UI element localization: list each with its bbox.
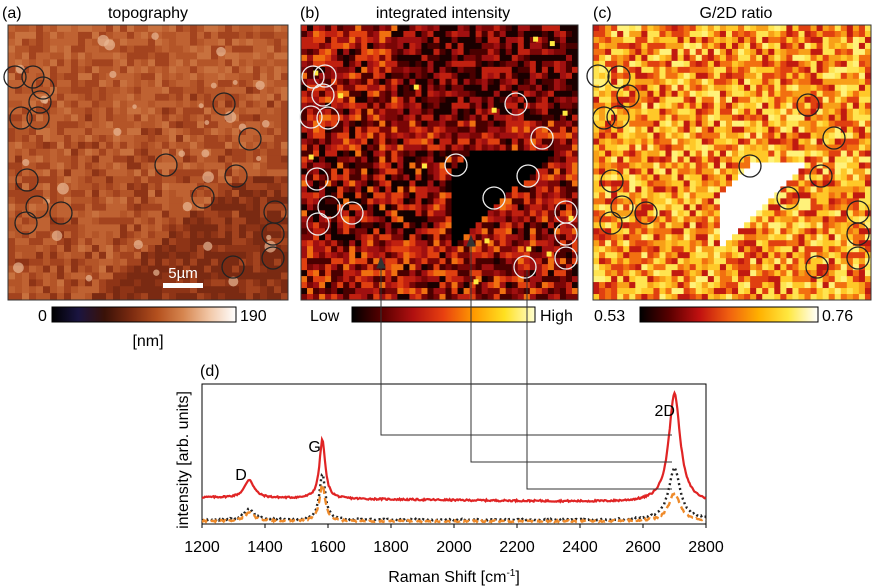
connector-line-2 xyxy=(470,240,672,463)
panel-b-title: integrated intensity xyxy=(376,5,510,22)
panel-c-colorbar xyxy=(639,306,819,323)
spectrum-plot xyxy=(201,390,707,525)
panel-a-map xyxy=(8,25,289,301)
connector-arrow-1 xyxy=(376,256,386,269)
connector-line-1 xyxy=(380,262,672,436)
panel-a-colorbar xyxy=(51,306,237,323)
panel-b-colorbar-max: High xyxy=(540,308,573,325)
panel-a-scalebar-label: 5µm xyxy=(168,265,197,282)
panel-c-colorbar-max: 0.76 xyxy=(822,308,853,325)
x-axis-ticks: 1200 1400 1600 1800 2000 2200 2400 2600 2800 xyxy=(184,524,724,556)
panel-c-title: G/2D ratio xyxy=(700,5,773,22)
spectrum-series-3 xyxy=(201,481,707,525)
x-tick-label-1600: 1600 xyxy=(310,539,346,556)
x-tick-label-1800: 1800 xyxy=(373,539,409,556)
x-tick-label-1400: 1400 xyxy=(247,539,283,556)
panel-a-colorbar-max: 190 xyxy=(240,308,267,325)
x-tick-label-2600: 2600 xyxy=(625,539,661,556)
peak-label-D: D xyxy=(235,467,247,484)
peak-label-2D: 2D xyxy=(655,403,675,420)
panel-a-label: (a) xyxy=(2,5,22,22)
panel-b-map xyxy=(301,25,579,301)
panel-a-title: topography xyxy=(108,5,188,22)
connector-lines xyxy=(376,234,672,490)
y-axis-label: intensity [arb. units] xyxy=(175,391,192,529)
panel-a-scalebar xyxy=(163,283,203,288)
panel-b-circles xyxy=(299,64,578,279)
spectrum-series-2 xyxy=(201,464,706,523)
panel-c-frame xyxy=(592,24,872,301)
panel-b-frame xyxy=(300,24,579,301)
peak-label-G: G xyxy=(308,439,320,456)
x-tick-label-2800: 2800 xyxy=(688,539,724,556)
connector-line-3 xyxy=(526,270,672,490)
x-tick-label-2400: 2400 xyxy=(562,539,598,556)
panel-c-label: (c) xyxy=(593,5,612,22)
panel-c-circles xyxy=(586,64,870,279)
spectrum-frame xyxy=(201,383,707,525)
connector-arrow-2 xyxy=(466,234,476,247)
panel-b-label: (b) xyxy=(300,5,320,22)
panel-c-map xyxy=(593,25,872,301)
panel-c-colorbar-min: 0.53 xyxy=(594,308,625,325)
peak-annotations: D G 2D xyxy=(235,403,675,484)
panel-b-colorbar xyxy=(351,306,536,323)
x-tick-label-2000: 2000 xyxy=(436,539,472,556)
panel-a-circles xyxy=(3,65,287,279)
panel-a-frame xyxy=(7,24,289,301)
x-tick-label-2200: 2200 xyxy=(499,539,535,556)
panel-a-colorbar-min: 0 xyxy=(38,308,47,325)
panel-a-colorbar-unit: [nm] xyxy=(132,333,163,350)
x-tick-label-1200: 1200 xyxy=(184,539,220,556)
panel-b-colorbar-min: Low xyxy=(310,308,340,325)
panel-d-label: (d) xyxy=(200,363,220,380)
spectrum-series-1 xyxy=(201,390,707,504)
x-axis-label: Raman Shift [cm-1] xyxy=(388,568,520,586)
